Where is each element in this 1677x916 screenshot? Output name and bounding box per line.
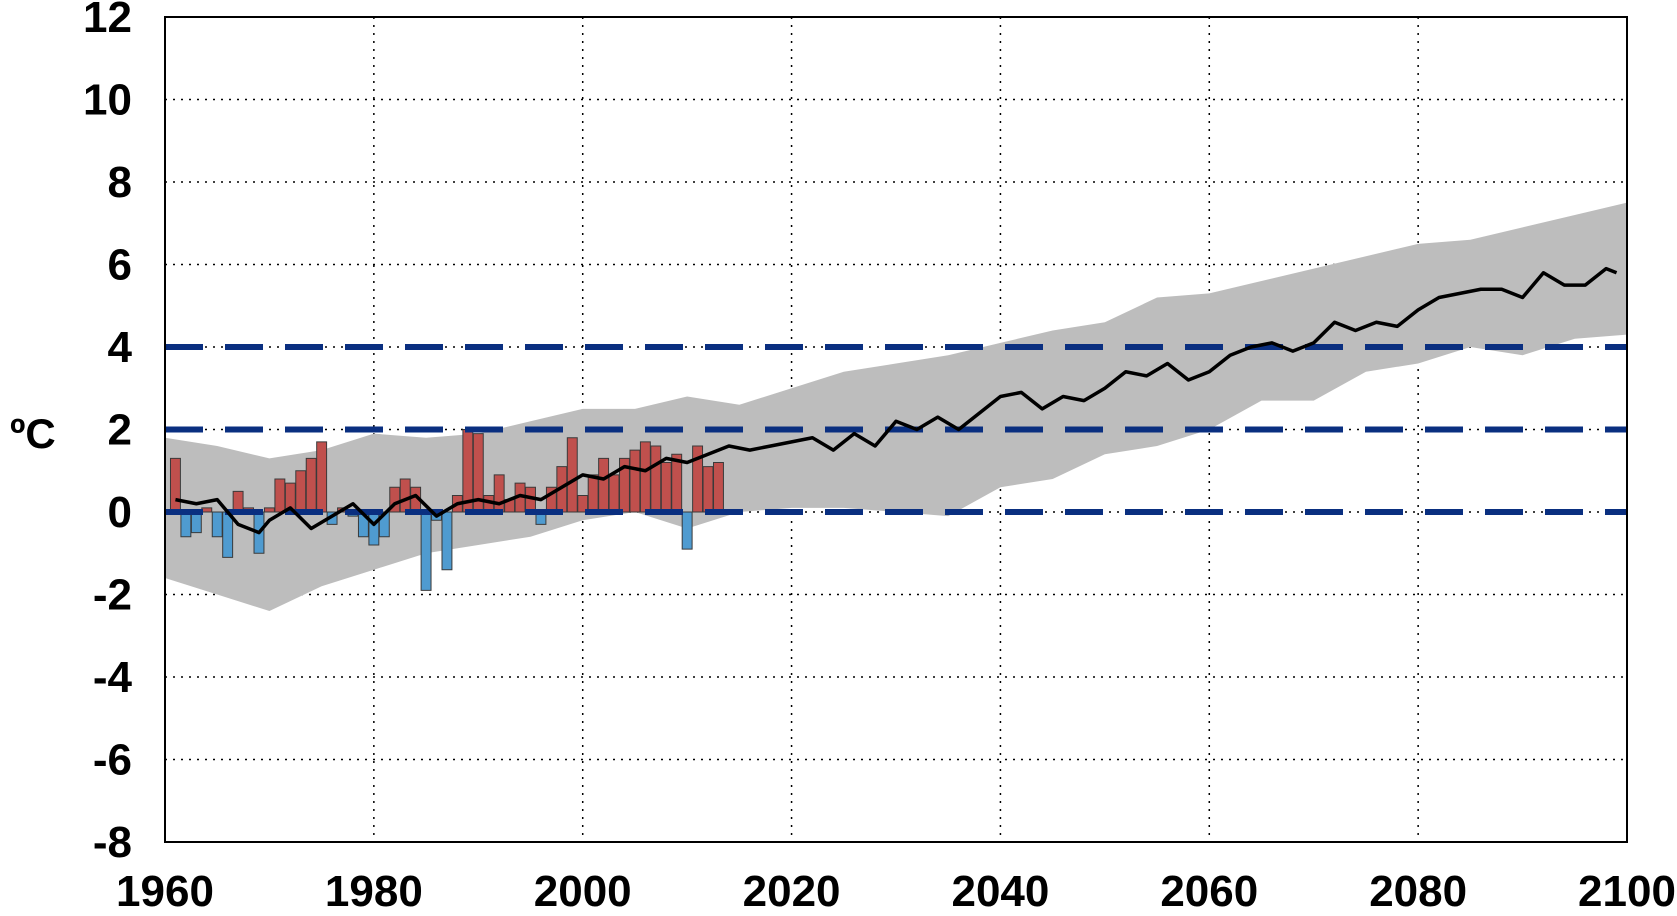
anomaly-bar-2001 (587, 474, 599, 513)
anomaly-bar-2010 (681, 511, 693, 550)
anomaly-bar-2004 (619, 457, 630, 513)
x-tick-label-1960: 1960 (116, 867, 214, 916)
anomaly-bar-1980 (368, 511, 380, 546)
anomaly-bar-1992 (493, 474, 505, 513)
anomaly-bar-1961 (169, 457, 181, 513)
y-tick-label--6: -6 (93, 736, 132, 785)
anomaly-bar-2006 (639, 441, 651, 513)
y-tick-label-4: 4 (108, 323, 133, 372)
x-tick-label-1980: 1980 (325, 867, 423, 916)
y-tick-label-8: 8 (108, 158, 132, 207)
x-tick-label-2080: 2080 (1369, 867, 1467, 916)
anomaly-bar-2003 (608, 474, 620, 513)
ensemble-mean-polyline (175, 266, 1618, 535)
anomaly-bar-1967 (232, 490, 244, 513)
anomaly-bar-2000 (577, 495, 589, 513)
anomaly-bar-1987 (441, 511, 453, 571)
y-tick-label-2: 2 (108, 406, 132, 455)
anomaly-bar-1975 (316, 441, 328, 513)
anomaly-bar-1982 (389, 486, 401, 513)
anomaly-bar-1964 (201, 507, 213, 513)
x-tick-label-2020: 2020 (743, 867, 841, 916)
anomaly-bar-1983 (399, 478, 411, 513)
anomaly-bar-1974 (305, 457, 317, 513)
anomaly-bar-1985 (420, 511, 432, 591)
anomaly-bar-2008 (660, 462, 672, 513)
y-tick-label-6: 6 (108, 241, 132, 290)
y-tick-label-12: 12 (83, 0, 132, 42)
ensemble-mean-line (175, 266, 1618, 535)
y-axis-label: ºC (10, 410, 56, 457)
anomaly-bar-2009 (671, 453, 683, 513)
tick-labels: 1960 1980 2000 2020 2040 2060 2080 2100 12 10 8 6 4 2… (83, 0, 1676, 916)
plot-frame (164, 16, 1628, 843)
anomaly-bar-1971 (274, 478, 286, 513)
y-tick-label-10: 10 (83, 76, 132, 125)
anomaly-bar-1999 (566, 437, 578, 513)
x-tick-label-2100: 2100 (1578, 867, 1676, 916)
anomaly-bar-1962 (180, 511, 192, 538)
y-tick-label--8: -8 (93, 818, 132, 867)
x-tick-label-2040: 2040 (951, 867, 1049, 916)
observed-anomaly-bars (169, 429, 724, 591)
y-tick-label--4: -4 (93, 653, 133, 702)
anomaly-bar-1963 (190, 511, 202, 534)
anomaly-bar-2002 (598, 457, 610, 513)
anomaly-bar-2013 (713, 462, 724, 513)
threshold-lines (165, 344, 1627, 515)
anomaly-bar-2012 (702, 466, 714, 513)
anomaly-bar-2005 (629, 449, 641, 513)
x-tick-label-2060: 2060 (1160, 867, 1258, 916)
anomaly-bar-2007 (650, 445, 662, 513)
anomaly-bar-1973 (295, 470, 307, 513)
anomaly-bar-1970 (263, 507, 275, 513)
y-tick-label-0: 0 (108, 488, 132, 537)
anomaly-bar-1965 (211, 511, 223, 538)
x-tick-label-2000: 2000 (534, 867, 632, 916)
anomaly-bar-2011 (692, 445, 704, 513)
y-tick-label--2: -2 (93, 571, 132, 620)
